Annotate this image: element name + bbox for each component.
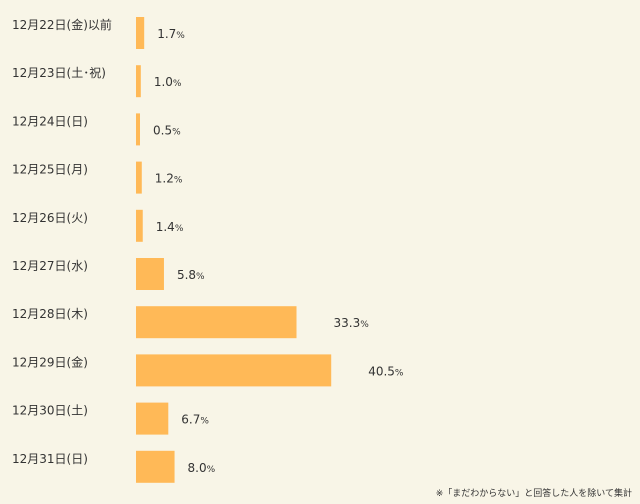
value-unit: %	[173, 79, 182, 89]
value-label: 1.2%	[155, 172, 183, 186]
value-unit: %	[172, 127, 181, 137]
category-label: 12月26日(火)	[12, 211, 88, 225]
value-number: 1.0	[154, 75, 173, 89]
value-label: 0.5%	[153, 123, 181, 137]
value-label: 8.0%	[188, 461, 216, 475]
value-number: 1.7	[157, 27, 176, 41]
bar	[136, 65, 141, 98]
value-label: 6.7%	[181, 413, 209, 427]
value-label: 40.5%	[368, 364, 404, 378]
value-number: 5.8	[177, 268, 196, 282]
value-number: 40.5	[368, 364, 395, 378]
category-label: 12月23日(土･祝)	[12, 66, 106, 80]
value-label: 5.8%	[177, 268, 205, 282]
value-unit: %	[207, 465, 216, 475]
category-label: 12月22日(金)以前	[12, 17, 112, 32]
category-label: 12月30日(土)	[12, 404, 88, 418]
value-label: 1.7%	[157, 27, 185, 41]
value-number: 1.4	[156, 220, 175, 234]
value-number: 6.7	[181, 413, 200, 427]
bar	[136, 306, 297, 339]
bar	[136, 354, 332, 387]
value-unit: %	[200, 417, 209, 427]
bar	[136, 402, 169, 435]
value-label: 33.3%	[334, 316, 370, 330]
value-label: 1.0%	[154, 75, 182, 89]
category-label: 12月27日(水)	[12, 259, 88, 273]
value-label: 1.4%	[156, 220, 184, 234]
value-unit: %	[174, 176, 183, 186]
chart-footnote: ※「まだわからない」と回答した人を除いて集計	[436, 487, 632, 499]
category-label: 12月25日(月)	[12, 163, 88, 177]
value-unit: %	[196, 272, 205, 282]
bar	[136, 450, 175, 483]
value-unit: %	[176, 31, 185, 41]
value-number: 1.2	[155, 172, 174, 186]
value-number: 8.0	[188, 461, 207, 475]
category-label: 12月28日(木)	[12, 307, 88, 321]
value-unit: %	[360, 320, 369, 330]
value-number: 0.5	[153, 123, 172, 137]
chart-rows: 12月22日(金)以前 1.7% 12月23日(土･祝) 1.0% 12月24日(日) 0…	[12, 17, 404, 483]
bar	[136, 258, 164, 290]
bar	[136, 113, 140, 146]
category-label: 12月29日(金)	[12, 354, 88, 369]
bar	[136, 161, 142, 194]
bar	[136, 17, 145, 49]
value-number: 33.3	[334, 316, 361, 330]
bar	[136, 209, 143, 242]
value-unit: %	[175, 224, 184, 234]
value-unit: %	[395, 368, 404, 378]
category-label: 12月24日(日)	[12, 114, 88, 128]
category-label: 12月31日(日)	[12, 452, 88, 466]
